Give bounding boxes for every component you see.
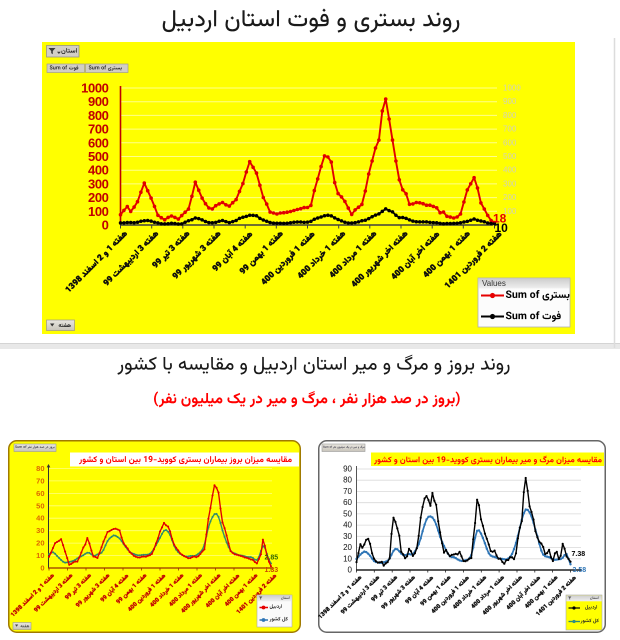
svg-text:300: 300: [88, 176, 109, 191]
svg-text:0: 0: [348, 566, 353, 575]
svg-text:3.58: 3.58: [573, 567, 587, 574]
svg-text:400: 400: [503, 166, 517, 175]
svg-text:300: 300: [503, 179, 517, 188]
svg-text:2.85: 2.85: [265, 555, 279, 562]
svg-text:40: 40: [36, 514, 44, 523]
svg-text:700: 700: [88, 122, 109, 137]
svg-text:70: 70: [36, 476, 44, 485]
svg-text:0: 0: [102, 218, 109, 233]
svg-text:60: 60: [343, 498, 352, 507]
svg-text:700: 700: [503, 125, 517, 134]
svg-text:30: 30: [343, 532, 352, 541]
svg-text:900: 900: [88, 94, 109, 109]
svg-text:200: 200: [88, 190, 109, 205]
svg-text:600: 600: [88, 135, 109, 150]
svg-text:800: 800: [88, 108, 109, 123]
svg-text:1000: 1000: [81, 81, 108, 96]
svg-text:Values: Values: [482, 279, 506, 288]
svg-text:100: 100: [503, 207, 517, 216]
svg-text:90: 90: [343, 465, 352, 474]
svg-text:18: 18: [493, 212, 507, 226]
svg-text:500: 500: [88, 149, 109, 164]
svg-text:500: 500: [503, 152, 517, 161]
svg-text:50: 50: [343, 509, 352, 518]
svg-text:800: 800: [503, 111, 517, 120]
svg-text:400: 400: [88, 163, 109, 178]
svg-text:600: 600: [503, 138, 517, 147]
svg-text:20: 20: [343, 543, 352, 552]
svg-text:0: 0: [40, 564, 44, 573]
svg-text:70: 70: [343, 487, 352, 496]
svg-text:1000: 1000: [503, 84, 521, 93]
svg-text:1.33: 1.33: [265, 567, 279, 574]
svg-text:30: 30: [36, 526, 44, 535]
svg-text:60: 60: [36, 489, 44, 498]
svg-text:80: 80: [36, 464, 44, 473]
svg-text:10: 10: [343, 554, 352, 563]
svg-text:50: 50: [36, 501, 44, 510]
svg-text:200: 200: [503, 193, 517, 202]
svg-text:900: 900: [503, 97, 517, 106]
svg-text:10: 10: [36, 551, 44, 560]
svg-text:20: 20: [36, 539, 44, 548]
svg-text:7.38: 7.38: [572, 551, 586, 558]
svg-text:100: 100: [88, 204, 109, 219]
svg-text:40: 40: [343, 521, 352, 530]
svg-text:80: 80: [343, 476, 352, 485]
svg-text:10: 10: [495, 221, 509, 235]
